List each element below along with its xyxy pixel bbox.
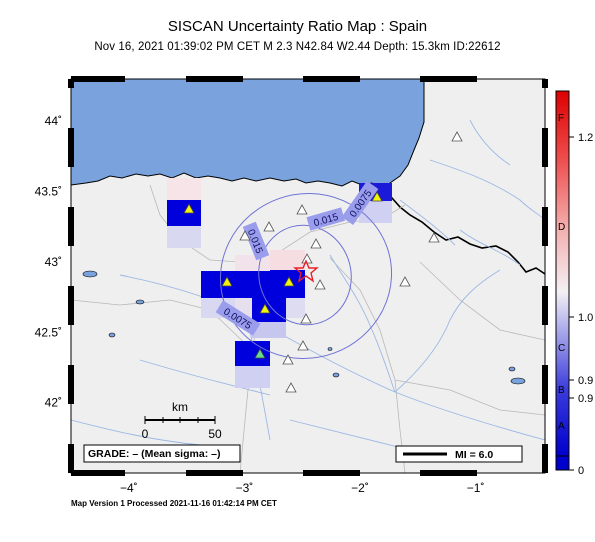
scale-bar: km 0 50 (142, 400, 222, 441)
colorbar: 1.2 1.0 0.9 0.9 0 F D C B A (555, 90, 593, 477)
svg-text:MI = 6.0: MI = 6.0 (455, 449, 493, 461)
map-footer: Map Version 1 Processed 2021-11-16 01:42… (71, 499, 277, 508)
x-tick-label: −4˚ (120, 481, 138, 495)
colorbar-ticks (569, 136, 574, 471)
uncertainty-grid (167, 178, 392, 388)
y-tick-label: 43.5˚ (35, 185, 62, 199)
colorbar-label: 1.0 (578, 312, 593, 324)
station-inactive (239, 131, 463, 393)
colorbar-grade: C (558, 343, 565, 354)
colorbar-grade: F (558, 113, 564, 124)
svg-text:0: 0 (142, 427, 149, 441)
svg-text:GRADE: – (Mean sigma: –): GRADE: – (Mean sigma: –) (88, 448, 220, 460)
border-line (383, 187, 545, 275)
colorbar-label: 1.2 (578, 132, 593, 144)
x-tick-label: −1˚ (467, 481, 485, 495)
colorbar-label: 0.9 (578, 393, 593, 405)
grade-box: GRADE: – (Mean sigma: –) (83, 444, 241, 463)
svg-text:50: 50 (208, 427, 222, 441)
map-title: SISCAN Uncertainty Ratio Map : Spain (167, 18, 428, 35)
event-info: Nov 16, 2021 01:39:02 PM CET M 2.3 N42.8… (94, 41, 501, 53)
axis-labels: −4˚ −3˚ −2˚ −1˚ 44˚ 43.5˚ 43˚ 42.5˚ 42˚ (35, 114, 485, 495)
svg-text:km: km (172, 400, 188, 414)
mi-legend: MI = 6.0 (395, 445, 523, 463)
colorbar-grade: B (558, 385, 565, 396)
x-tick-label: −3˚ (236, 481, 254, 495)
rivers (71, 119, 545, 451)
x-tick-label: −2˚ (351, 481, 369, 495)
colorbar-grade: D (558, 222, 565, 233)
y-tick-label: 42.5˚ (35, 325, 62, 339)
map-frame (68, 76, 548, 476)
y-tick-label: 44˚ (45, 114, 62, 128)
colorbar-grade: A (558, 421, 565, 432)
lakes (82, 270, 526, 385)
colorbar-label: 0 (578, 465, 584, 477)
sea-area (71, 79, 425, 189)
y-tick-label: 42˚ (45, 396, 62, 410)
station-active (183, 191, 383, 359)
epicenter-star (293, 259, 319, 283)
colorbar-label: 0.9 (578, 375, 593, 387)
y-tick-label: 43˚ (45, 255, 62, 269)
